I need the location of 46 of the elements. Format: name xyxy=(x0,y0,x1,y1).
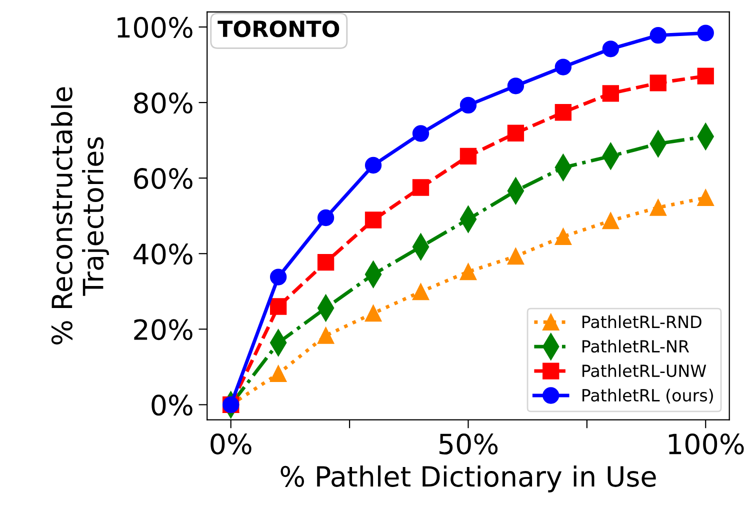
point xyxy=(507,78,524,94)
legend-label: PathletRL-RND xyxy=(582,315,702,328)
point xyxy=(460,148,477,165)
x-tick-label: 50% xyxy=(440,433,498,454)
annotation: TORONTO xyxy=(218,20,340,38)
point xyxy=(650,74,666,92)
point xyxy=(554,58,572,76)
point xyxy=(602,85,619,102)
point xyxy=(697,189,714,206)
point xyxy=(507,124,524,142)
point xyxy=(697,68,714,84)
x-axis-title: % Pathlet Dictionary in Use xyxy=(280,465,656,492)
point xyxy=(412,179,430,196)
point xyxy=(650,26,666,44)
x-tick-label: 100% xyxy=(668,433,744,454)
point xyxy=(697,24,714,42)
point xyxy=(602,40,619,58)
point xyxy=(460,263,477,280)
x-tick-label: 0% xyxy=(210,433,252,454)
point xyxy=(602,212,619,230)
y-tick-label: 60% xyxy=(134,168,192,190)
point xyxy=(507,248,524,265)
point xyxy=(270,365,287,382)
point xyxy=(364,304,382,322)
y-tick-label: 80% xyxy=(134,92,192,114)
legend-label: PathletRL (ours) xyxy=(582,388,713,404)
point xyxy=(460,96,477,114)
y-tick-label: 0% xyxy=(152,394,192,416)
point xyxy=(364,156,382,174)
point xyxy=(412,283,430,300)
y-tick-label: 40% xyxy=(134,244,192,265)
point xyxy=(317,327,334,344)
y-tick-label: 20% xyxy=(134,319,192,340)
point xyxy=(270,298,287,315)
point xyxy=(270,268,287,286)
point xyxy=(650,199,666,216)
legend-label: PathletRL-NR xyxy=(582,340,690,353)
point xyxy=(317,209,334,226)
point xyxy=(554,104,572,121)
point xyxy=(364,212,382,228)
legend-label: PathletRL-UNW xyxy=(582,364,706,378)
y-tick-label: 100% xyxy=(118,16,192,38)
point xyxy=(412,125,430,142)
point xyxy=(317,254,334,271)
y-axis-title: % Reconstructable Trajectories xyxy=(50,87,109,344)
point xyxy=(554,228,572,245)
